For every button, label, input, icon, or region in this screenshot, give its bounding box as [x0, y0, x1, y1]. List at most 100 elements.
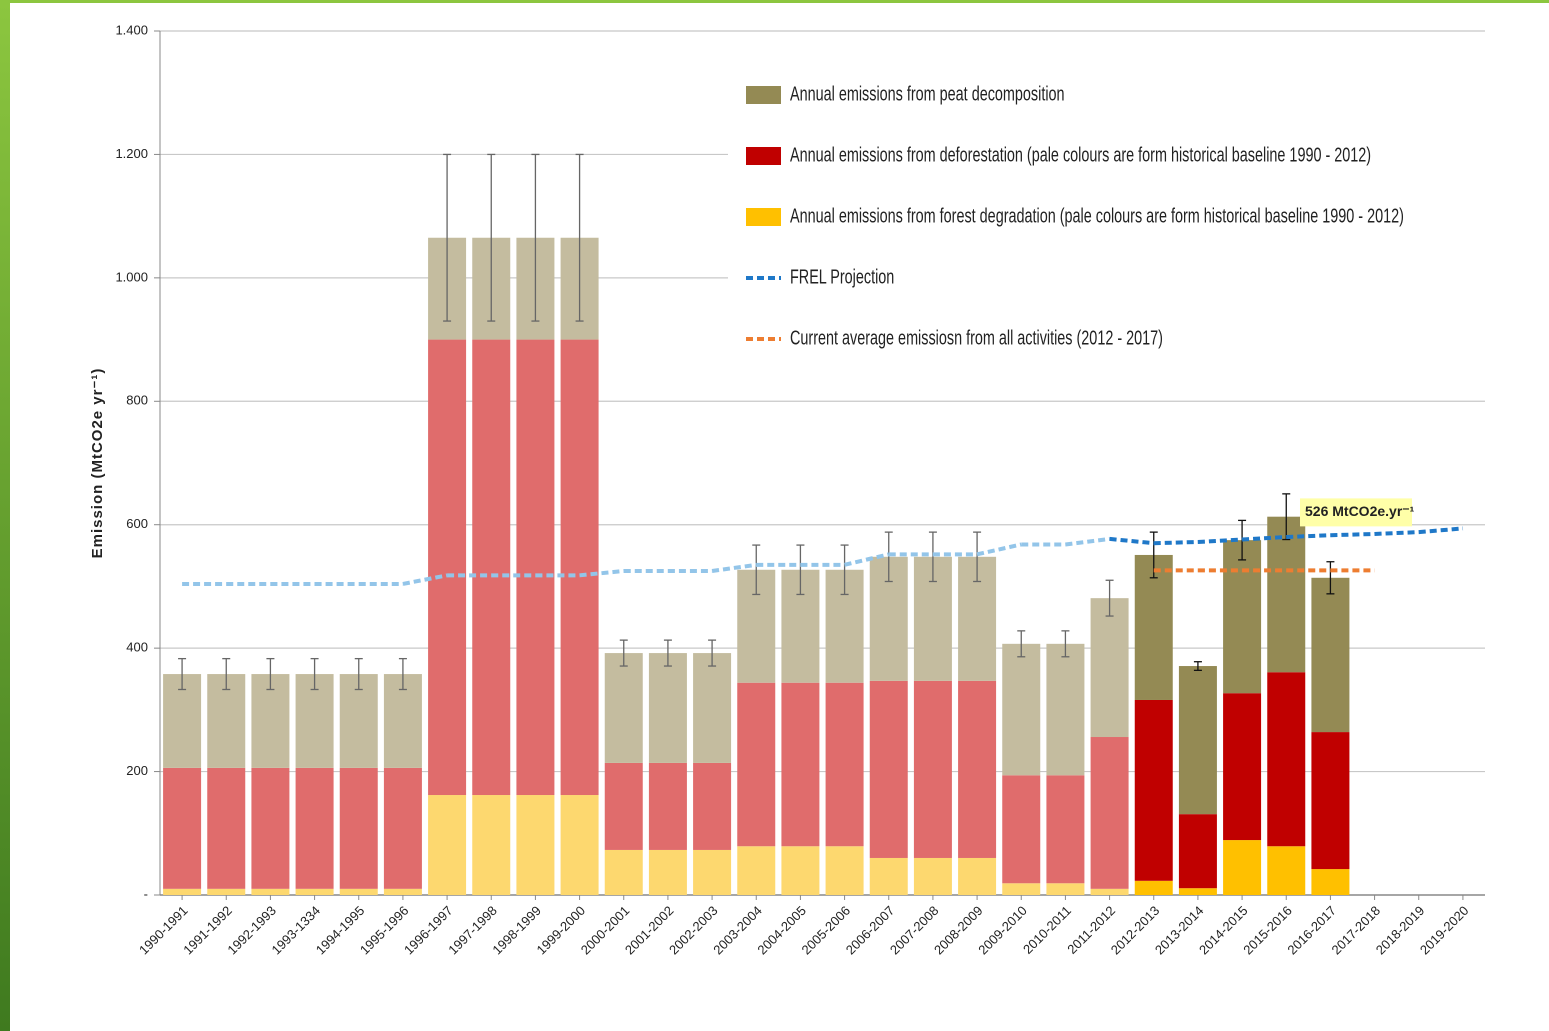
error-bar	[266, 657, 275, 691]
error-bar	[619, 639, 628, 667]
error-bar	[928, 531, 937, 583]
x-tick-label: 2009-2010	[975, 903, 1030, 958]
legend-swatch	[746, 208, 781, 226]
bar-segment	[1178, 888, 1217, 895]
side-stripe	[0, 0, 10, 1031]
bar-segment	[1267, 516, 1306, 673]
bar-segment	[604, 653, 643, 763]
error-bar	[1193, 661, 1202, 672]
bar-segment	[869, 857, 908, 895]
dashed-line-segment	[1374, 530, 1419, 536]
bar-segment	[295, 767, 334, 889]
dashed-line-segment	[1065, 536, 1110, 547]
bar-segment	[825, 846, 864, 895]
x-tick-label: 2019-2020	[1417, 903, 1472, 958]
dashed-line-segment	[402, 573, 448, 586]
y-tick-label: 800	[126, 393, 148, 408]
bar-segment	[737, 682, 776, 847]
marks: 526 MtCO2e.yr⁻¹	[163, 153, 1464, 895]
error-bar	[354, 657, 363, 691]
legend-swatch	[746, 147, 781, 165]
legend-swatch	[746, 86, 781, 104]
y-tick-label: -	[144, 886, 148, 901]
bar-segment	[1223, 540, 1262, 694]
bar-segment	[251, 767, 290, 889]
bar-segment	[1046, 643, 1085, 776]
legend-background	[728, 62, 1540, 394]
error-bar	[884, 531, 893, 583]
bar-segment	[339, 888, 378, 895]
bar-segment	[1090, 888, 1129, 895]
dashed-line-segment	[1109, 536, 1154, 546]
bar-segment	[1311, 577, 1350, 733]
bar-segment	[560, 339, 599, 796]
bar-segment	[1223, 840, 1262, 895]
bar-segment	[781, 846, 820, 895]
bar-segment	[516, 339, 555, 796]
bar-segment	[604, 762, 643, 850]
bar-segment	[428, 339, 467, 796]
error-bar	[663, 639, 672, 667]
bar-segment	[516, 795, 555, 895]
bar-segment	[1134, 554, 1173, 700]
y-tick-label: 1.000	[115, 269, 148, 284]
bar-segment	[383, 767, 422, 889]
error-bar	[1105, 579, 1114, 617]
bar-segment	[472, 339, 511, 796]
bar-segment	[1002, 643, 1041, 776]
annotation: 526 MtCO2e.yr⁻¹	[1305, 503, 1415, 519]
bar-segment	[1002, 883, 1041, 895]
dashed-line-segment	[1241, 535, 1287, 542]
top-stripe	[0, 0, 1549, 3]
dashed-line-segment	[579, 569, 624, 578]
error-bar	[752, 544, 761, 596]
bar-segment	[1090, 737, 1129, 889]
y-tick-label: 600	[126, 516, 148, 531]
bar-segment	[163, 888, 202, 895]
bar-segment	[207, 888, 246, 895]
bar-segment	[472, 795, 511, 895]
bar-segment	[648, 653, 687, 763]
bar-segment	[825, 682, 864, 847]
error-bar	[1017, 630, 1026, 658]
bar-segment	[1223, 693, 1262, 841]
error-bar	[1061, 630, 1070, 658]
error-bar	[973, 531, 982, 583]
bar-segment	[693, 653, 732, 763]
error-bar	[708, 639, 717, 667]
bar-segment	[1178, 814, 1217, 889]
bar-segment	[1267, 846, 1306, 895]
legend-label: FREL Projection	[790, 266, 894, 288]
y-tick-label: 1.400	[115, 22, 148, 37]
bar-segment	[1311, 869, 1350, 895]
error-bar	[1282, 493, 1291, 541]
dashed-line-segment	[1197, 537, 1243, 544]
legend-label: Annual emissions from deforestation (pal…	[790, 144, 1371, 166]
bar-segment	[383, 888, 422, 895]
error-bar	[398, 657, 407, 691]
bar-segment	[913, 857, 952, 895]
error-bar	[840, 544, 849, 596]
bar-segment	[648, 849, 687, 895]
legend-label: Annual emissions from peat decomposition	[790, 83, 1065, 105]
bar-segment	[737, 846, 776, 895]
bar-segment	[1178, 666, 1217, 815]
y-tick-label: 200	[126, 763, 148, 778]
bar-segment	[913, 680, 952, 858]
bar-segment	[1134, 880, 1173, 895]
bar-segment	[869, 680, 908, 858]
annotation-box	[1300, 498, 1412, 527]
bar-segment	[781, 682, 820, 847]
bar-segment	[604, 849, 643, 895]
bar-segment	[560, 795, 599, 895]
dashed-line-segment	[1418, 526, 1464, 535]
dashed-line-segment	[711, 562, 757, 573]
bar-segment	[958, 680, 997, 858]
bar-segment	[693, 849, 732, 895]
error-bar	[222, 657, 231, 691]
bar-segment	[1046, 775, 1085, 884]
dashed-line-segment	[976, 542, 1022, 557]
y-tick-label: 400	[126, 640, 148, 655]
